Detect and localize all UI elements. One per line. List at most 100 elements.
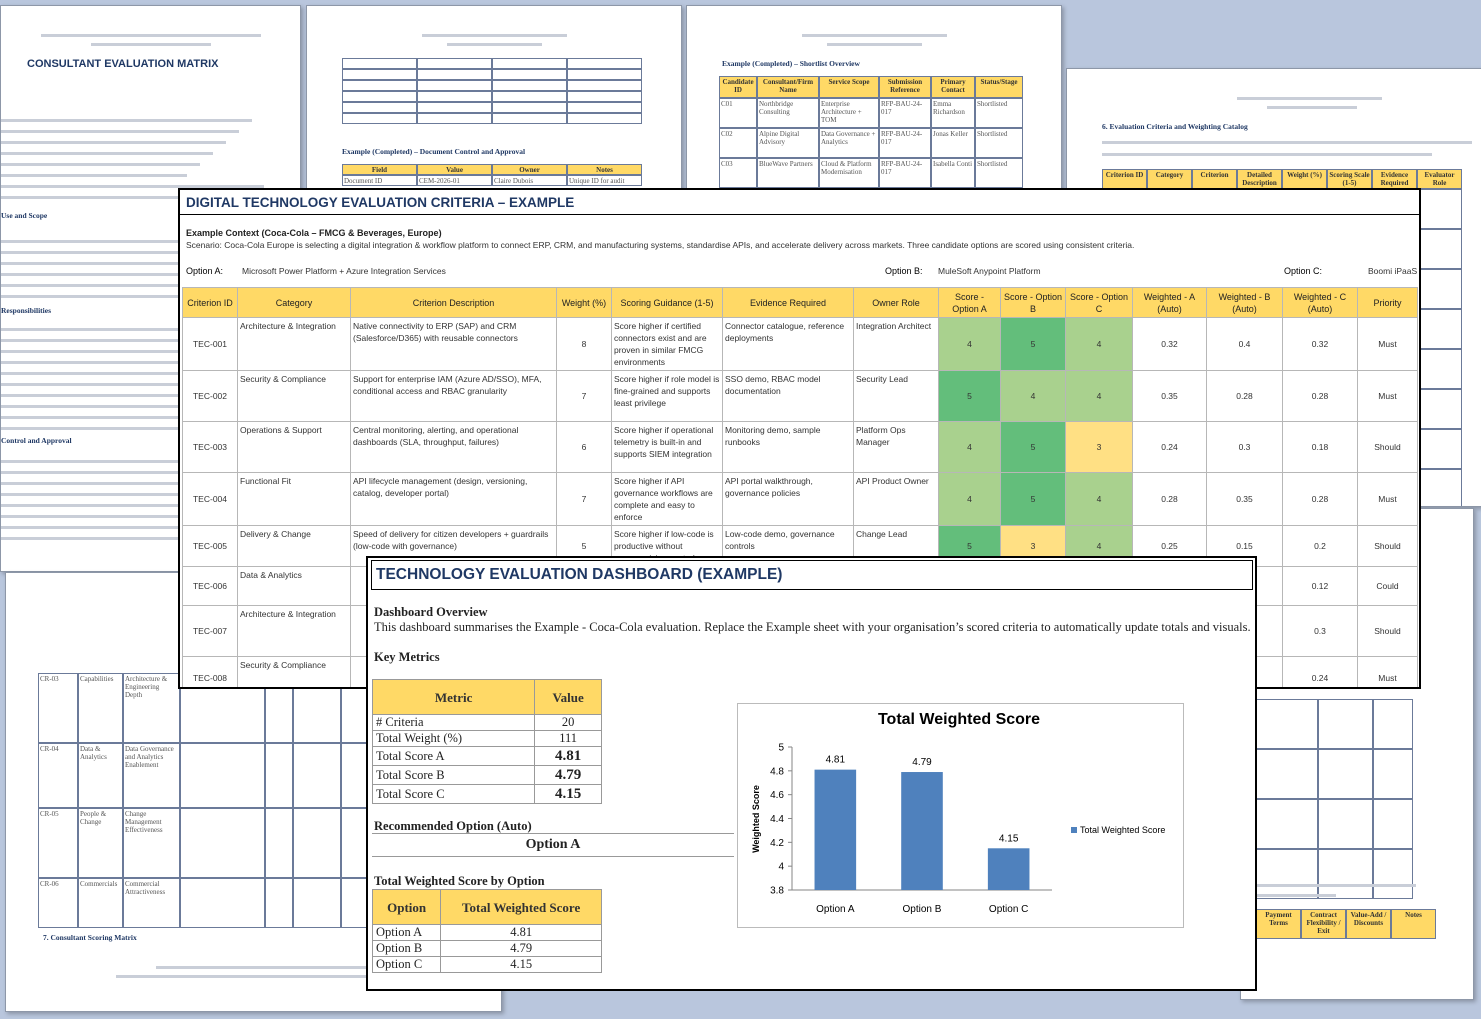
table-cell <box>417 58 492 69</box>
text-line <box>41 34 261 37</box>
option-label: Option B: <box>885 266 923 276</box>
cell: Emma Richardson <box>931 98 975 128</box>
cell-weighted-a: 0.35 <box>1132 370 1207 422</box>
cell: Data Governance and Analytics Enablement <box>123 743 180 808</box>
cell-weighted-a: 0.24 <box>1132 421 1207 473</box>
cell-category: Security & Compliance <box>237 656 351 687</box>
table-cell <box>1318 749 1373 799</box>
header-cell: Criterion ID <box>1102 169 1147 189</box>
table-cell <box>417 102 492 113</box>
bar <box>901 772 943 890</box>
header-cell: Evidence Required <box>1372 169 1417 189</box>
text-line <box>156 966 396 969</box>
text-line <box>1 427 248 430</box>
cell-description: Support for enterprise IAM (Azure AD/SSO… <box>350 370 557 422</box>
text-line <box>1 130 239 133</box>
cell-priority: Must <box>1357 370 1418 422</box>
x-tick-label: Option C <box>989 904 1028 915</box>
cell-id: TEC-003 <box>182 421 238 473</box>
label-cell: Option A <box>371 924 442 941</box>
metrics-heading: Key Metrics <box>374 650 440 664</box>
by-option-heading: Total Weighted Score by Option <box>374 874 545 888</box>
table-cell <box>180 808 265 878</box>
table-cell <box>1373 799 1413 849</box>
cell-score-c: 3 <box>1065 421 1133 473</box>
recommended-heading: Recommended Option (Auto) <box>374 819 532 833</box>
context-heading: Example Context (Coca-Cola – FMCG & Beve… <box>186 228 442 238</box>
table-cell <box>417 69 492 80</box>
cell-score-a: 4 <box>938 421 1001 473</box>
dashboard: TECHNOLOGY EVALUATION DASHBOARD (EXAMPLE… <box>366 556 1257 991</box>
page-shortlist: Example (Completed) – Shortlist Overview… <box>686 5 1062 192</box>
value-cell: 4.81 <box>534 746 602 766</box>
cell-weighted-c: 0.28 <box>1282 472 1358 526</box>
value-cell: 4.15 <box>440 956 602 973</box>
y-tick-label: 4.4 <box>770 814 784 825</box>
legend-label: Total Weighted Score <box>1080 825 1165 835</box>
criteria-table: Criterion ID Category Criterion Descriptio… <box>182 287 1418 687</box>
table-cell <box>265 808 293 878</box>
cell-owner: Platform Ops Manager <box>853 421 939 473</box>
text-line <box>1 416 261 419</box>
header-cell: Criterion <box>1192 169 1237 189</box>
option-value: Microsoft Power Platform + Azure Integra… <box>242 266 446 276</box>
table-cell <box>1417 469 1462 506</box>
cell: Claire Dubois <box>492 175 567 186</box>
y-tick-label: 4.6 <box>770 790 784 801</box>
cell: Commercial Attractiveness <box>123 878 180 928</box>
x-tick-label: Option B <box>903 904 942 915</box>
title-rule <box>180 214 1419 215</box>
cell-weighted-a: 0.32 <box>1132 317 1207 371</box>
text-line <box>1 240 199 243</box>
text-line <box>1 515 234 518</box>
cell: Data & Analytics <box>78 743 123 808</box>
value-cell: 4.79 <box>534 765 602 785</box>
cell-description: Native connectivity to ERP (SAP) and CRM… <box>350 317 557 371</box>
cell-guidance: Score higher if certified connectors exi… <box>611 317 723 371</box>
table-cell <box>1417 309 1462 349</box>
cell: CR-04 <box>38 743 78 808</box>
column-header: Score - Option A <box>938 287 1001 318</box>
y-tick-label: 4.8 <box>770 766 784 777</box>
column-header: Criterion ID <box>182 287 238 318</box>
cell-weighted-c: 0.3 <box>1282 605 1358 657</box>
table-cell <box>1256 699 1318 749</box>
header-cell: Value <box>417 164 492 175</box>
section-title: 6. Evaluation Criteria and Weighting Cat… <box>1102 122 1248 131</box>
column-header: Option <box>371 889 442 925</box>
table-cell <box>567 102 642 113</box>
row: Total Score A 4.81 <box>371 746 602 766</box>
table-cell <box>342 58 417 69</box>
table-cell <box>1417 349 1462 389</box>
text-line <box>1 350 249 353</box>
table-cell <box>1318 699 1373 749</box>
cell-score-a: 4 <box>938 472 1001 526</box>
header-cell: Service Scope <box>819 76 879 98</box>
text-line <box>1 119 252 122</box>
cell-weighted-c: 0.18 <box>1282 421 1358 473</box>
option-value: Boomi iPaaS <box>1368 266 1418 276</box>
text-line <box>1 273 250 276</box>
table-cell <box>1417 429 1462 469</box>
table-cell <box>492 102 567 113</box>
cell-weight: 6 <box>556 421 612 473</box>
text-line <box>802 34 947 37</box>
table-cell <box>492 69 567 80</box>
cell-weighted-b: 0.4 <box>1206 317 1283 371</box>
cell-score-b: 5 <box>1000 472 1066 526</box>
header-cell: Contract Flexibility / Exit <box>1301 909 1346 939</box>
table-cell <box>293 808 341 878</box>
header-cell: Status/Stage <box>975 76 1023 98</box>
cell: CEM-2026-01 <box>417 175 492 186</box>
table-cell <box>417 80 492 91</box>
cell-description: API lifecycle management (design, versio… <box>350 472 557 526</box>
section-title: Example (Completed) – Document Control a… <box>342 147 526 156</box>
table-cell <box>1256 799 1318 849</box>
cell-score-b: 5 <box>1000 421 1066 473</box>
text-line <box>1 328 185 331</box>
cell-priority: Should <box>1357 525 1418 567</box>
table-cell <box>342 91 417 102</box>
cell-category: Operations & Support <box>237 421 351 473</box>
cell-score-a: 5 <box>938 370 1001 422</box>
cell-weighted-c: 0.28 <box>1282 370 1358 422</box>
